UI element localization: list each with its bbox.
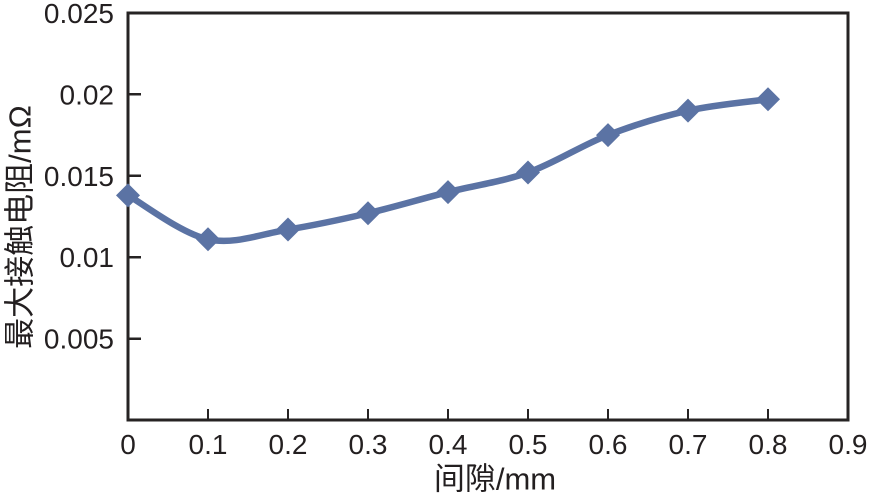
y-axis-title: 最大接触电阻/mΩ bbox=[2, 105, 38, 349]
x-tick-label: 0.9 bbox=[829, 429, 868, 460]
x-tick-label: 0.4 bbox=[429, 429, 468, 460]
data-point-marker bbox=[116, 183, 140, 208]
x-tick-label: 0.7 bbox=[669, 429, 708, 460]
x-axis-title: 间隙/mm bbox=[433, 461, 557, 497]
data-point-marker bbox=[196, 227, 220, 252]
data-line bbox=[124, 96, 772, 245]
plot-frame bbox=[126, 11, 850, 422]
y-tick-label: 0.025 bbox=[44, 0, 114, 29]
data-point-marker bbox=[756, 87, 780, 112]
data-point-marker bbox=[276, 217, 300, 242]
data-point-marker bbox=[436, 180, 460, 205]
x-tick-label: 0.3 bbox=[349, 429, 388, 460]
x-tick-label: 0.1 bbox=[189, 429, 228, 460]
data-point-marker bbox=[516, 160, 540, 185]
y-tick-label: 0.015 bbox=[44, 161, 114, 192]
data-point-marker bbox=[596, 123, 620, 148]
y-tick-label: 0.005 bbox=[44, 324, 114, 355]
data-point-marker bbox=[356, 201, 380, 226]
x-tick-label: 0.5 bbox=[509, 429, 548, 460]
x-tick-label: 0.2 bbox=[269, 429, 308, 460]
x-tick-label: 0.8 bbox=[749, 429, 788, 460]
y-tick-label: 0.01 bbox=[60, 242, 115, 273]
x-tick-label: 0 bbox=[120, 429, 136, 460]
x-tick-label: 0.6 bbox=[589, 429, 628, 460]
data-point-marker bbox=[676, 98, 700, 123]
y-tick-label: 0.02 bbox=[60, 79, 115, 110]
